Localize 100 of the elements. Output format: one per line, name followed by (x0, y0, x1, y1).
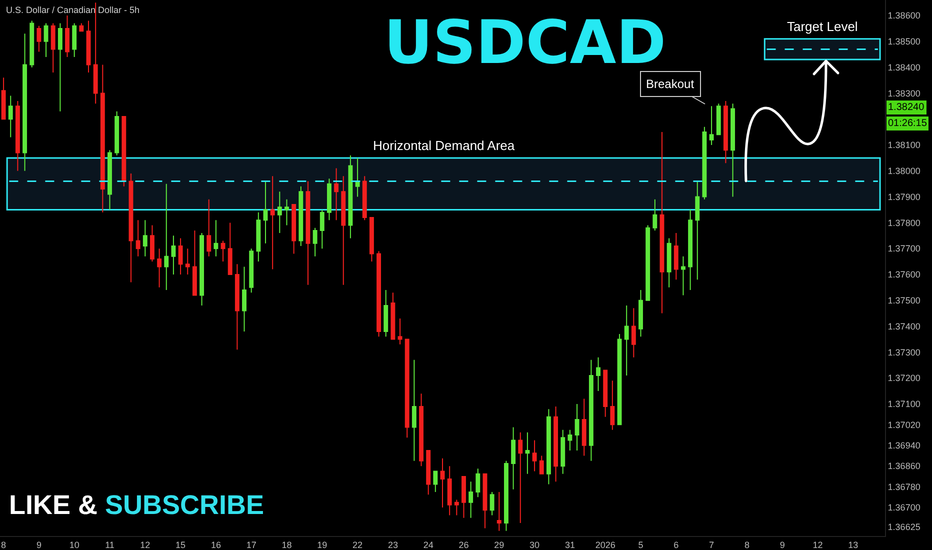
candlestick (390, 292, 396, 340)
candlestick (588, 359, 594, 462)
candlestick (249, 248, 254, 294)
candlestick (646, 224, 650, 301)
candlestick (192, 230, 197, 296)
y-tick-label: 1.38500 (888, 36, 920, 47)
candlestick (348, 154, 353, 239)
y-tick-label: 1.37600 (888, 270, 920, 280)
candlestick (638, 290, 643, 338)
candlestick (582, 398, 586, 456)
candlestick (334, 168, 339, 221)
x-tick-label: 19 (317, 540, 328, 550)
candlestick (79, 22, 84, 32)
candlestick (426, 450, 431, 496)
candlestick (730, 103, 736, 198)
candlestick (1, 77, 6, 120)
y-tick-label: 1.37400 (888, 321, 920, 332)
band-label: Target Level (787, 19, 858, 34)
x-tick-label: 29 (494, 540, 504, 550)
x-tick-label: 12 (812, 540, 823, 550)
candlestick (652, 198, 658, 231)
candlestick (341, 176, 346, 286)
x-tick-label: 30 (530, 540, 540, 550)
candlestick (560, 429, 566, 474)
candlestick (546, 408, 551, 485)
candlestick (716, 103, 721, 136)
text: 1.38240 (888, 102, 925, 113)
x-tick-label: 17 (246, 540, 256, 550)
candlestick (50, 22, 56, 73)
x-tick-label: 6 (674, 540, 679, 550)
candlestick (312, 227, 318, 257)
candlestick (568, 429, 572, 452)
y-tick-label: 1.36780 (888, 482, 920, 492)
candlestick (36, 25, 42, 52)
y-tick-label: 1.37300 (888, 347, 920, 358)
candlestick (320, 209, 324, 250)
y-tick-label: 1.38100 (888, 140, 920, 150)
candlestick (157, 248, 162, 288)
x-tick-label: 31 (564, 540, 575, 550)
annotation: LIKE & SUBSCRIBE (9, 490, 264, 520)
y-tick-label: 1.37700 (888, 244, 920, 254)
candlestick (525, 432, 530, 474)
candlestick (150, 224, 154, 262)
x-tick-label: 7 (709, 540, 714, 550)
y-tick-label: 1.37800 (888, 218, 920, 228)
candlestick (228, 222, 232, 275)
candlestick (666, 238, 672, 288)
candlestick (256, 212, 261, 262)
candlestick (326, 178, 332, 221)
candlestick (242, 266, 246, 332)
candlestick (610, 380, 615, 430)
y-tick-label: 1.38600 (888, 10, 920, 21)
candlestick (263, 180, 268, 244)
candlestick (433, 470, 438, 492)
candlestick (419, 393, 424, 467)
candlestick (398, 318, 402, 345)
candlestick (234, 264, 240, 350)
x-tick-label: 26 (458, 540, 469, 550)
candlestick (284, 198, 289, 226)
x-tick-label: 13 (848, 540, 858, 550)
candlestick (702, 126, 707, 200)
candlestick (15, 100, 20, 172)
x-tick-label: 16 (210, 540, 221, 550)
candlestick (58, 22, 62, 112)
candlestick (220, 240, 226, 262)
candlestick (447, 466, 452, 516)
candlestick (539, 455, 544, 474)
x-tick-label: 2026 (595, 540, 616, 550)
candlestick (114, 110, 120, 156)
x-tick-label: 15 (176, 540, 186, 550)
candlestick (574, 403, 580, 452)
candlestick (462, 476, 466, 518)
x-tick-label: 11 (105, 540, 114, 550)
candlestick (72, 22, 77, 58)
candlestick (660, 132, 664, 314)
x-tick-label: 8 (744, 540, 750, 550)
candlestick (518, 432, 523, 524)
candlestick (128, 172, 134, 283)
candlestick (136, 220, 140, 257)
candlestick (100, 64, 105, 213)
candlestick (8, 95, 13, 138)
y-tick-label: 1.37100 (888, 399, 920, 410)
candlestick (206, 198, 212, 257)
y-tick-label: 1.37200 (888, 373, 920, 384)
x-tick-label: 10 (69, 540, 80, 550)
candlestick (164, 183, 169, 291)
candlestick (468, 481, 474, 518)
candlestick (376, 250, 382, 338)
candlestick (680, 256, 686, 296)
annotation: Breakout (646, 77, 695, 91)
candlestick (30, 20, 34, 68)
candlestick (214, 220, 218, 257)
candlestick (292, 204, 296, 254)
y-tick-label: 1.38300 (888, 88, 920, 98)
candlestick (554, 406, 558, 482)
candlestick (306, 180, 310, 286)
candlestick (476, 468, 480, 498)
candlestick (270, 176, 275, 270)
candlestick (617, 334, 622, 426)
y-tick-label: 1.38000 (888, 166, 920, 176)
